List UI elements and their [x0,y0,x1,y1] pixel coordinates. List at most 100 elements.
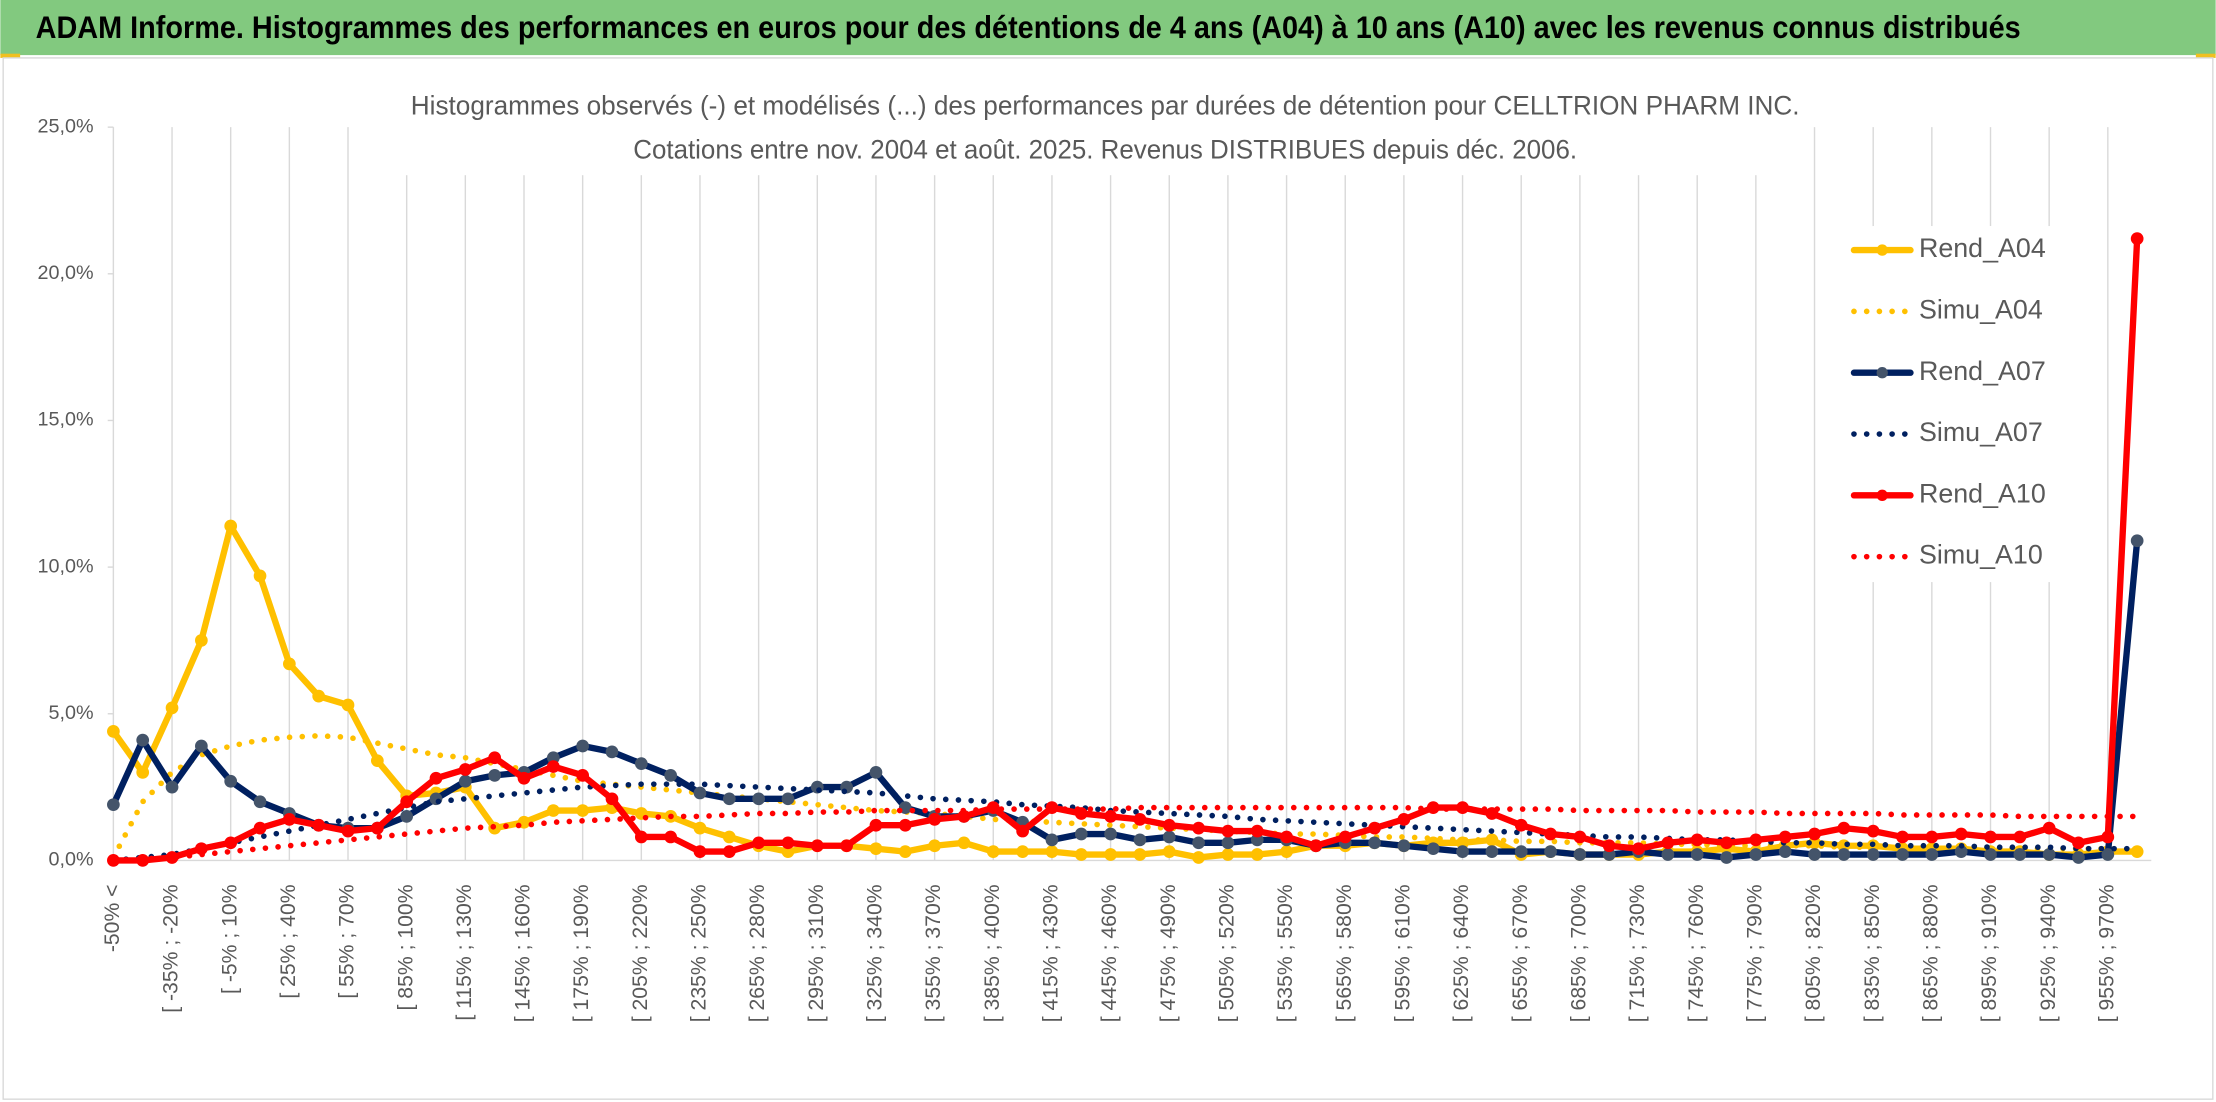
marker [1632,842,1645,856]
marker [2101,848,2115,861]
marker [781,792,795,806]
marker [1866,824,1880,838]
marker [1397,812,1411,826]
marker [370,754,384,768]
marker [1514,818,1528,832]
marker [752,836,765,850]
legend-box [1837,226,2064,583]
x-tick-label: [ 505% ; 520% [1216,884,1239,1022]
marker [2013,848,2027,861]
marker [1309,839,1323,853]
marker [1221,836,1235,850]
x-tick-label: [ 565% ; 580% [1333,884,1356,1022]
marker [107,724,120,738]
marker [1573,830,1587,844]
legend-label: Rend_A10 [1919,478,2046,508]
marker [165,780,179,794]
marker [136,733,150,747]
marker [1074,827,1088,841]
header-title: ADAM Informe. Histogrammes des performan… [36,10,2021,45]
y-tick-label: 25,0% [38,115,94,137]
marker [488,751,502,765]
marker [1192,836,1205,850]
marker [576,739,590,753]
marker [576,804,590,817]
x-tick-label: [ -5% ; 10% [218,884,241,994]
marker [1925,830,1939,844]
marker [869,766,883,779]
marker [546,804,560,817]
x-tick-label: [ 835% ; 850% [1861,884,1884,1022]
x-tick-label: [ 745% ; 760% [1685,884,1708,1022]
marker [253,821,267,835]
marker [1925,848,1939,861]
marker [634,757,648,770]
marker [546,760,560,773]
marker [1749,833,1763,847]
x-tick-label: [ -35% ; -20% [160,884,183,1013]
marker [1984,830,1997,844]
marker [869,818,883,832]
legend-marker [1876,244,1888,256]
marker [928,839,941,853]
observed-line [110,235,2141,864]
x-tick-label: [ 415% ; 430% [1040,884,1063,1022]
marker [1133,812,1147,826]
marker [1192,821,1205,835]
marker [1397,839,1411,853]
marker [2130,232,2144,245]
x-tick-label: [ 385% ; 400% [981,884,1004,1022]
marker [1808,848,1821,861]
marker [1837,821,1851,835]
marker [722,792,736,806]
chart-border [2,57,2214,1100]
marker [1485,807,1499,820]
marker [400,795,414,809]
marker [1778,845,1792,858]
plot [107,232,2144,867]
marker [253,795,267,809]
marker [2072,836,2085,850]
marker [400,810,414,823]
marker [1045,833,1059,847]
marker [693,786,707,800]
header-banner [0,0,2216,56]
marker [1426,842,1440,856]
marker [693,821,707,835]
x-tick-label: [ 715% ; 730% [1626,884,1649,1022]
marker [224,774,238,788]
x-tick-label: [ 295% ; 310% [805,884,828,1022]
marker [1896,830,1909,844]
marker [2101,830,2115,844]
marker [576,768,590,782]
marker [1690,833,1704,847]
marker [429,771,443,785]
marker [1485,845,1499,858]
marker [1280,830,1293,844]
marker [605,745,619,759]
x-tick-label: [ 445% ; 460% [1098,884,1121,1022]
chart-title: Histogrammes observés (-) et modélisés (… [411,90,1800,120]
x-tick-label: [ 265% ; 280% [746,884,769,1022]
marker [1837,848,1851,861]
marker [664,768,678,782]
x-tick-label: [ 175% ; 190% [570,884,593,1022]
legend-marker [1876,367,1888,379]
x-tick-label: [ 955% ; 970% [2095,884,2118,1022]
x-tick-label: [ 25% ; 40% [277,884,300,998]
marker [605,792,619,806]
marker [1720,851,1733,864]
marker [1954,827,1968,841]
x-tick-label: [ 775% ; 790% [1743,884,1766,1022]
marker [165,701,179,715]
marker [2072,851,2085,864]
legend-label: Simu_A07 [1919,417,2043,447]
marker [1984,848,1997,861]
marker [1162,818,1176,832]
marker [1016,845,1029,858]
x-tick-label: [ 655% ; 670% [1509,884,1532,1022]
marker [1250,824,1264,838]
marker [1368,836,1381,850]
y-tick-label: 20,0% [38,262,94,284]
